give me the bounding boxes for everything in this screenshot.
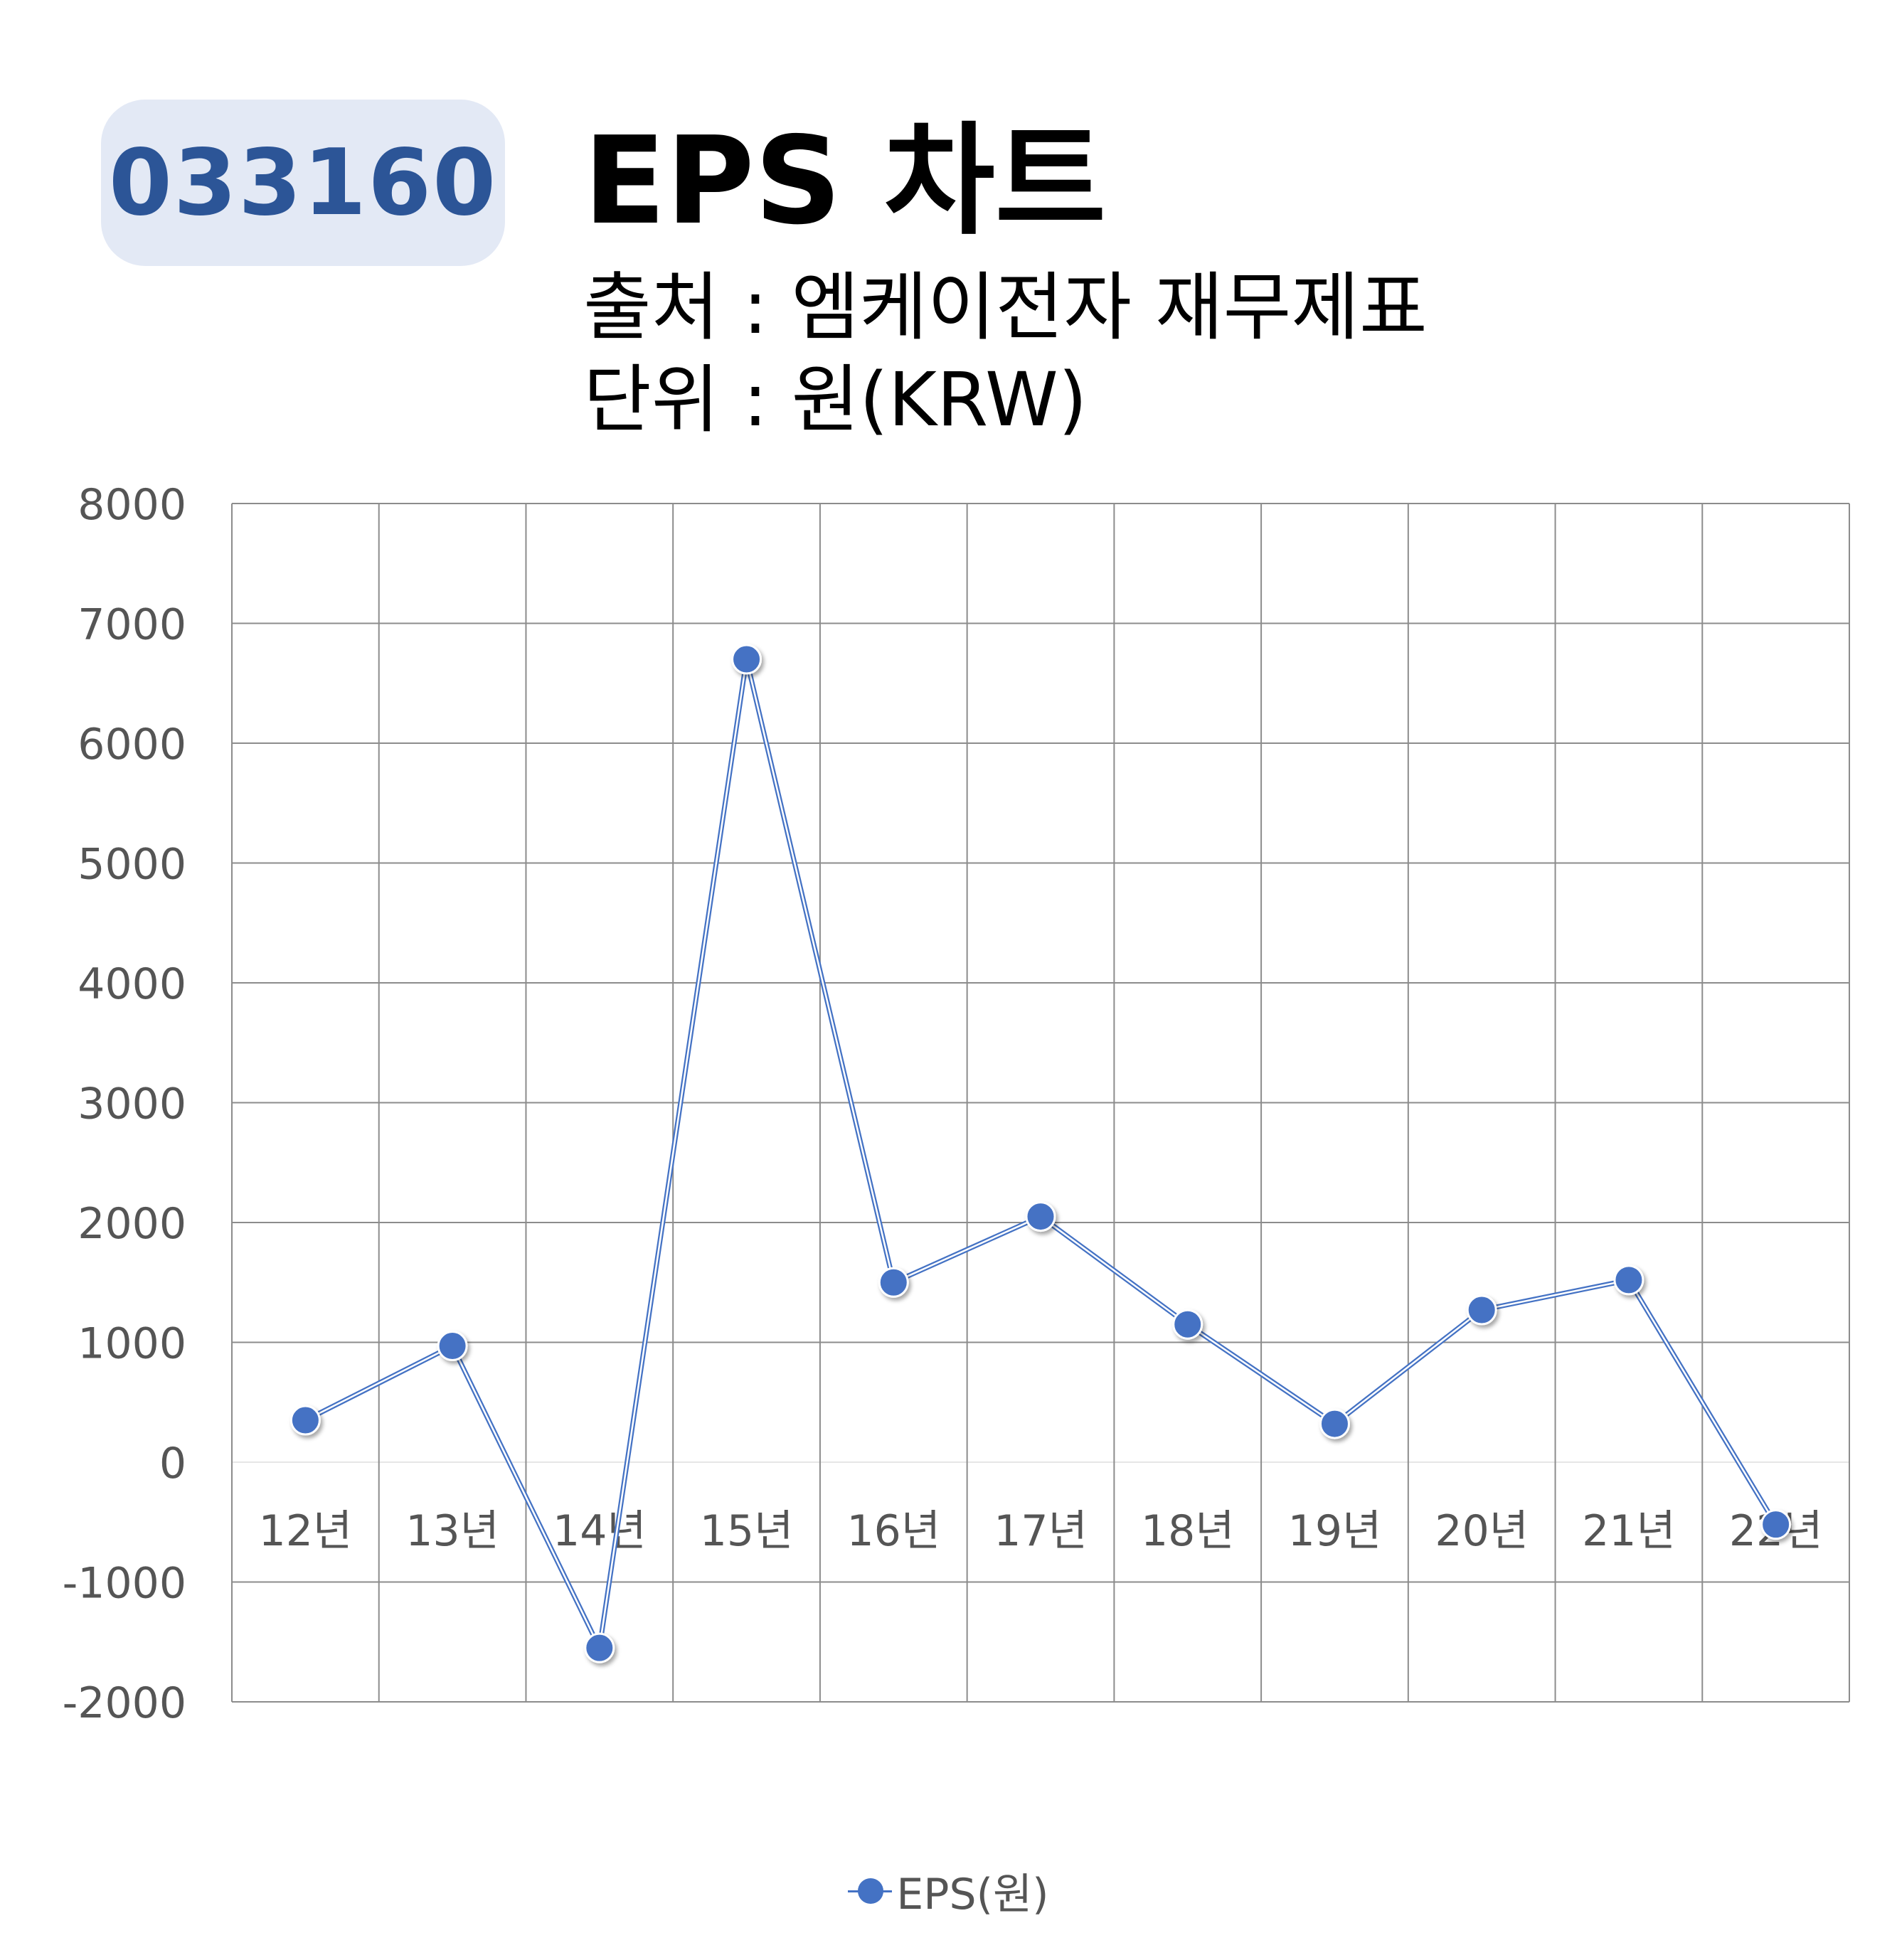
- legend-label: EPS(원): [896, 1870, 1049, 1919]
- data-point: [731, 644, 762, 675]
- y-tick-label: -2000: [63, 1678, 186, 1728]
- ticker-code: 033160: [108, 129, 498, 236]
- legend-marker: [848, 1877, 893, 1905]
- chart-legend: EPS(원): [0, 1860, 1897, 1922]
- y-tick-label: 0: [159, 1439, 186, 1488]
- x-tick-label: 14년: [553, 1506, 647, 1556]
- data-point: [289, 1405, 321, 1436]
- data-point: [1613, 1264, 1644, 1296]
- y-tick-label: 3000: [78, 1080, 186, 1129]
- x-tick-label: 19년: [1288, 1506, 1382, 1556]
- x-tick-label: 17년: [994, 1506, 1088, 1556]
- data-point: [1172, 1309, 1203, 1340]
- data-point: [878, 1267, 909, 1298]
- data-point: [1466, 1294, 1497, 1326]
- data-point: [437, 1331, 468, 1362]
- x-tick-label: 18년: [1141, 1506, 1235, 1556]
- ticker-badge: 033160: [101, 100, 505, 266]
- x-tick-label: 15년: [700, 1506, 794, 1556]
- data-point: [1319, 1408, 1350, 1439]
- y-tick-label: 4000: [78, 959, 186, 1009]
- data-point: [1025, 1201, 1056, 1232]
- y-tick-label: 7000: [78, 600, 186, 650]
- unit-label: 단위 : 원(KRW): [583, 356, 1088, 443]
- y-tick-label: 5000: [78, 840, 186, 890]
- y-tick-label: 8000: [78, 480, 186, 530]
- y-tick-label: 2000: [78, 1199, 186, 1249]
- x-tick-label: 21년: [1582, 1506, 1676, 1556]
- y-tick-label: 1000: [78, 1319, 186, 1369]
- x-tick-label: 16년: [846, 1506, 940, 1556]
- chart-title: EPS 차트: [583, 111, 1107, 252]
- data-point: [1760, 1509, 1792, 1540]
- x-tick-label: 13년: [405, 1506, 499, 1556]
- data-point: [584, 1632, 615, 1663]
- y-tick-label: -1000: [63, 1559, 186, 1609]
- y-tick-label: 6000: [78, 720, 186, 769]
- x-tick-label: 12년: [259, 1506, 353, 1556]
- source-label: 출처 : 엠케이전자 재무제표: [583, 264, 1428, 351]
- x-tick-label: 20년: [1435, 1506, 1529, 1556]
